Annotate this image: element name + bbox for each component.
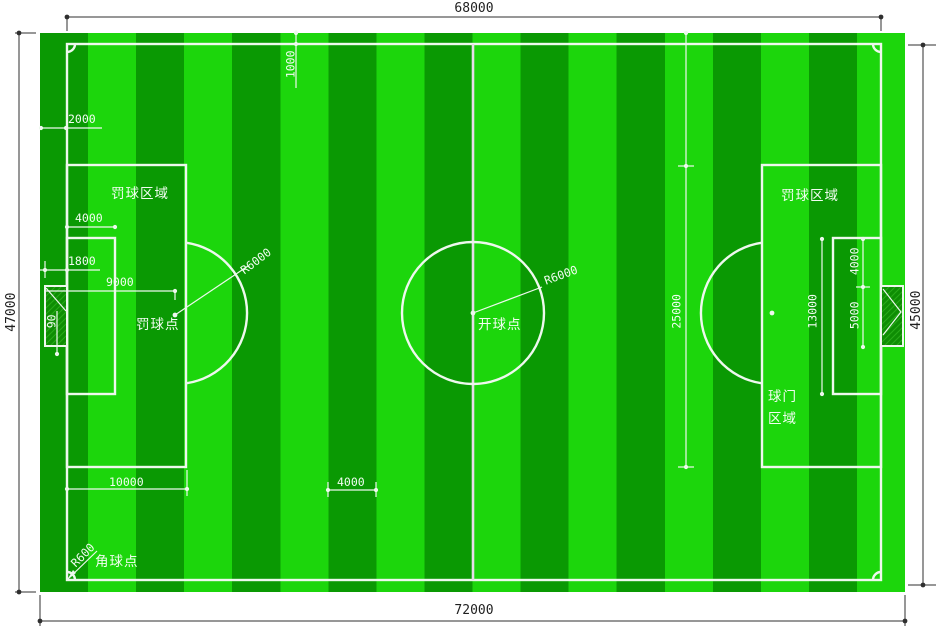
penalty-spot-right xyxy=(769,310,775,316)
goal-right xyxy=(880,285,904,347)
dim-text-total-height: 47000 xyxy=(3,292,19,332)
dim-text-goal-area-length: 13000 xyxy=(805,294,820,329)
dim-text-goal-width: 5000 xyxy=(847,301,862,330)
dim-text-pitch-width: 45000 xyxy=(908,290,924,330)
dim-goal-area-length xyxy=(819,236,825,397)
leader-center-radius xyxy=(472,286,543,314)
dim-total-width xyxy=(37,595,908,626)
label-goal-area-line2: 区域 xyxy=(768,411,797,427)
dim-text-penalty-area-length: 25000 xyxy=(669,294,684,329)
label-penalty-area-left: 罚球区域 xyxy=(111,186,169,202)
label-penalty-spot: 罚球点 xyxy=(136,317,180,333)
dim-text-total-width: 72000 xyxy=(454,603,494,618)
dim-text-line-width: 90 xyxy=(44,314,59,329)
corner-arcs xyxy=(66,43,882,581)
dim-top-margin xyxy=(293,30,299,88)
dim-text-touchline-length: 68000 xyxy=(454,1,494,16)
dim-text-goal-offset: 4000 xyxy=(847,247,862,276)
dim-goal-depth xyxy=(40,261,100,278)
dim-stripe-width xyxy=(325,482,379,497)
penalty-arc-left xyxy=(185,241,249,385)
dim-line-width xyxy=(54,311,60,357)
dim-text-side-margin: 2000 xyxy=(68,112,96,126)
dim-touchline-length xyxy=(64,14,884,31)
leader-penalty-arc-radius xyxy=(174,265,249,316)
dim-text-penalty-area-depth: 10000 xyxy=(109,475,144,489)
dim-penalty-area-length xyxy=(678,30,694,470)
dim-text-penalty-spot-distance: 9000 xyxy=(106,275,134,289)
dim-text-stripe-width: 4000 xyxy=(337,475,365,489)
label-kickoff-point: 开球点 xyxy=(478,317,522,333)
dim-text-goal-depth: 1800 xyxy=(68,254,96,268)
leader-corner-radius xyxy=(67,550,98,580)
goal-left xyxy=(44,285,68,347)
label-corner-point: 角球点 xyxy=(95,554,139,570)
dim-goal-offset-and-width xyxy=(856,236,870,350)
dim-goal-area-depth xyxy=(64,224,118,230)
label-goal-area-line1: 球门 xyxy=(768,389,797,405)
dim-total-height xyxy=(15,30,36,595)
dim-text-goal-area-depth: 4000 xyxy=(75,211,103,225)
dim-text-top-margin: 1000 xyxy=(283,50,298,79)
center-circle xyxy=(400,240,546,386)
dim-side-margin xyxy=(38,125,102,131)
label-penalty-area-right: 罚球区域 xyxy=(781,188,839,204)
dim-penalty-spot-distance xyxy=(45,288,178,300)
dim-pitch-width xyxy=(908,42,936,588)
penalty-arc-right xyxy=(699,241,763,385)
dim-penalty-area-depth xyxy=(64,470,190,496)
